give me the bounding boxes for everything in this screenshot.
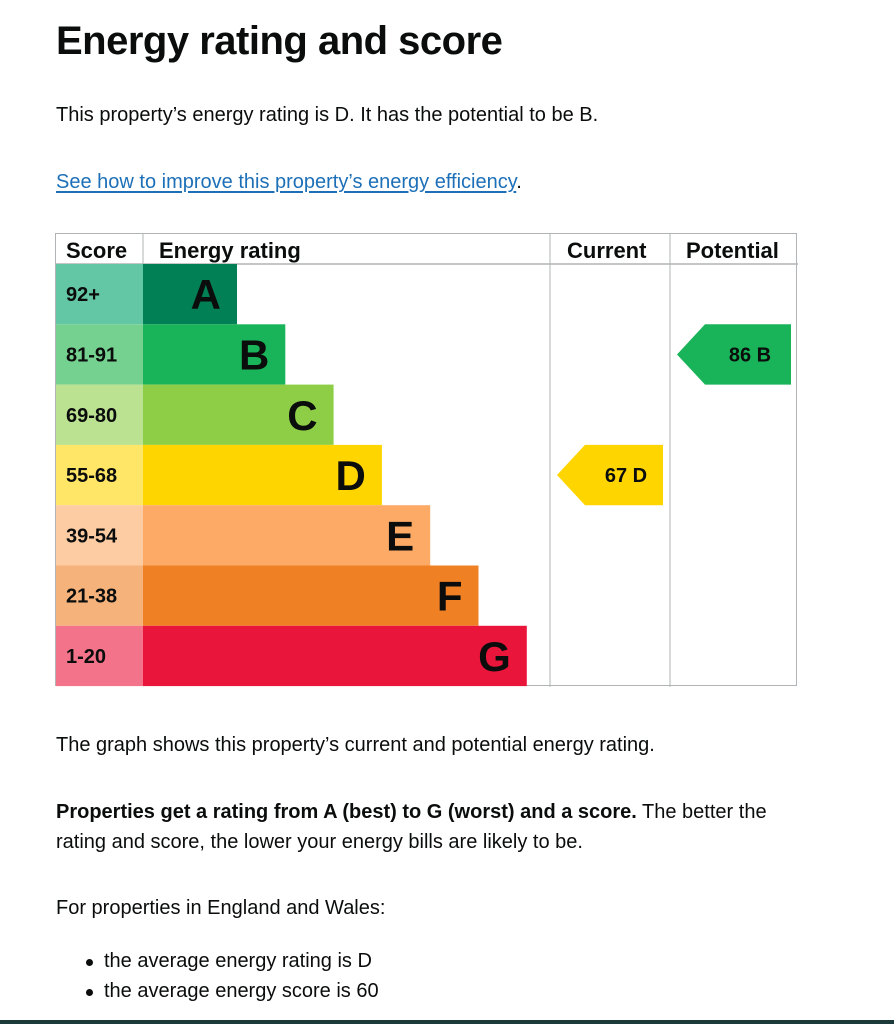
current-rating-label: 67 D <box>605 465 647 487</box>
score-range-f: 21-38 <box>66 586 117 608</box>
current-arrow <box>557 444 663 506</box>
column-header-energy-rating: Energy rating <box>159 238 301 263</box>
graph-caption: The graph shows this property’s current … <box>56 734 655 756</box>
score-range-g: 1-20 <box>66 646 106 668</box>
score-range-c: 69-80 <box>66 405 117 427</box>
rating-explanation: Properties get a rating from A (best) to… <box>56 797 816 857</box>
page-title: Energy rating and score <box>56 19 503 63</box>
score-range-e: 39-54 <box>66 525 118 547</box>
score-range-d: 55-68 <box>66 465 117 487</box>
score-cell-c <box>56 384 143 445</box>
band-letter-a: A <box>191 271 221 318</box>
band-letter-f: F <box>437 573 463 620</box>
improve-paragraph: See how to improve this property’s energ… <box>56 167 522 197</box>
potential-arrow <box>677 324 791 385</box>
rating-bar-b <box>143 324 286 385</box>
score-cell-a <box>56 264 143 325</box>
rating-explanation-bold: Properties get a rating from A (best) to… <box>56 801 637 823</box>
band-letter-e: E <box>386 512 414 559</box>
rating-bar-a <box>143 264 237 325</box>
average-list: the average energy rating is D the avera… <box>86 946 379 1006</box>
rating-explanation-rest: The better the rating and score, the low… <box>56 801 767 853</box>
score-range-b: 81-91 <box>66 344 117 366</box>
score-cell-b <box>56 324 143 385</box>
column-header-potential: Potential <box>686 238 779 263</box>
score-cell-e <box>56 505 143 566</box>
band-letter-b: B <box>239 331 269 378</box>
improve-link-suffix: . <box>516 171 522 193</box>
rating-bar-e <box>143 505 431 566</box>
rating-bar-f <box>143 565 479 626</box>
rating-summary: This property’s energy rating is D. It h… <box>56 104 599 126</box>
score-range-a: 92+ <box>66 284 100 306</box>
list-item: the average energy rating is D <box>86 946 379 976</box>
band-letter-d: D <box>336 452 366 499</box>
rating-bar-d <box>143 444 382 506</box>
column-header-current: Current <box>567 238 647 263</box>
score-cell-f <box>56 565 143 626</box>
band-letter-c: C <box>287 392 317 439</box>
potential-rating-label: 86 B <box>729 344 771 366</box>
energy-rating-graph: Score Energy rating Current Potential 92+ A 81… <box>55 233 798 687</box>
score-cell-d <box>56 444 143 506</box>
column-header-score: Score <box>66 238 127 263</box>
list-item: the average energy score is 60 <box>86 976 379 1006</box>
improve-efficiency-link[interactable]: See how to improve this property’s energ… <box>56 171 517 193</box>
epc-chart-svg: Score Energy rating Current Potential 92+ A 81… <box>56 234 798 687</box>
average-intro: For properties in England and Wales: <box>56 897 386 919</box>
rating-bar-c <box>143 384 334 445</box>
footer-bar <box>0 1020 894 1024</box>
band-letter-g: G <box>478 633 511 680</box>
score-cell-g <box>56 625 143 687</box>
rating-bar-g <box>143 625 527 687</box>
